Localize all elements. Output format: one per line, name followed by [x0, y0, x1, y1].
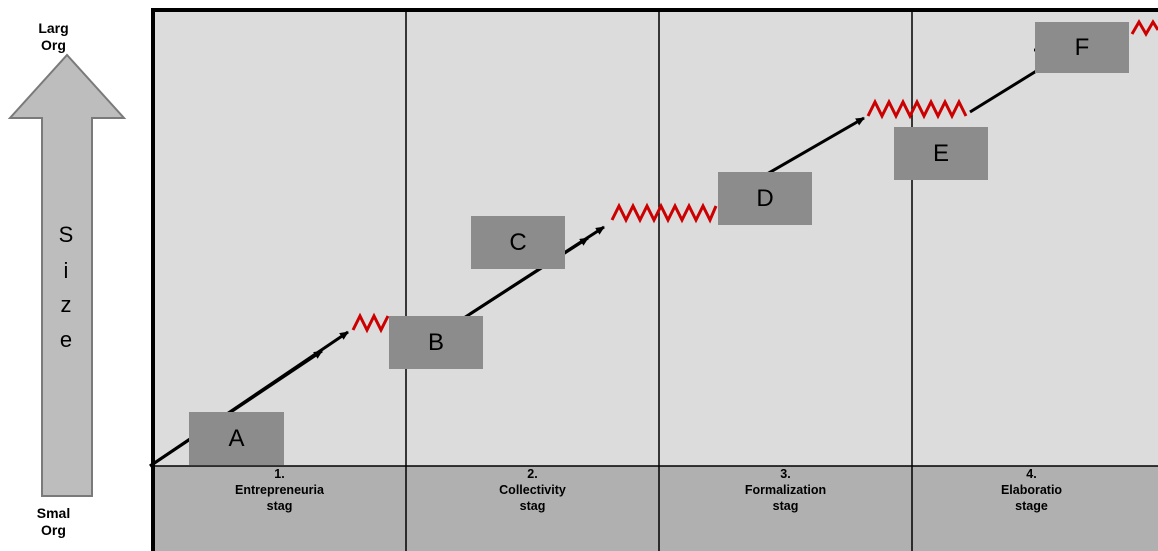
stage-number: 2.: [527, 467, 538, 481]
size-letter: S: [58, 222, 74, 247]
stage-suffix: stag: [772, 499, 799, 513]
small-org-label-line2: Org: [41, 522, 66, 538]
growth-line: [149, 349, 323, 468]
crisis-zigzag: [351, 312, 390, 334]
stage-label-4: 4. Elaboratio stage: [905, 466, 1158, 514]
stage-name: Entrepreneuria: [235, 483, 324, 497]
box-a: A: [189, 412, 284, 465]
small-org-label: Smal Org: [0, 505, 107, 539]
size-letter: z: [60, 292, 72, 317]
stages-footer: [153, 466, 1158, 551]
crisis-zigzag: [866, 98, 968, 120]
stage-label-3: 3. Formalization stag: [659, 466, 912, 514]
stage-number: 4.: [1026, 467, 1037, 481]
small-org-label-line1: Smal: [36, 505, 71, 521]
size-letter: e: [59, 327, 73, 352]
growth-line: [969, 68, 1039, 114]
stage-number: 3.: [780, 467, 791, 481]
stage-label-1: 1. Entrepreneuria stag: [153, 466, 406, 514]
growth-line: [469, 236, 589, 316]
box-b: B: [389, 316, 483, 369]
stage-suffix: stag: [266, 499, 293, 513]
large-org-label-line1: Larg: [38, 20, 69, 36]
large-org-label-line2: Org: [41, 37, 66, 53]
size-arrow: [7, 53, 127, 497]
box-d: D: [718, 172, 812, 225]
stage-name: Elaboratio: [1000, 483, 1063, 497]
stage-name: Formalization: [744, 483, 827, 497]
box-e: E: [894, 127, 988, 180]
stage-number: 1.: [274, 467, 285, 481]
stages-panel: [153, 10, 1158, 466]
stage-suffix: stag: [519, 499, 546, 513]
large-org-label: Larg Org: [0, 20, 107, 54]
crisis-zigzag: [1130, 19, 1158, 37]
box-c: C: [471, 216, 565, 269]
stage-suffix: stage: [1015, 499, 1048, 513]
growth-line: [759, 116, 865, 180]
box-f: F: [1035, 22, 1129, 73]
stage-name: Collectivity: [499, 483, 566, 497]
size-letter: i: [63, 258, 69, 283]
crisis-zigzag: [610, 202, 718, 224]
stage-label-2: 2. Collectivity stag: [406, 466, 659, 514]
